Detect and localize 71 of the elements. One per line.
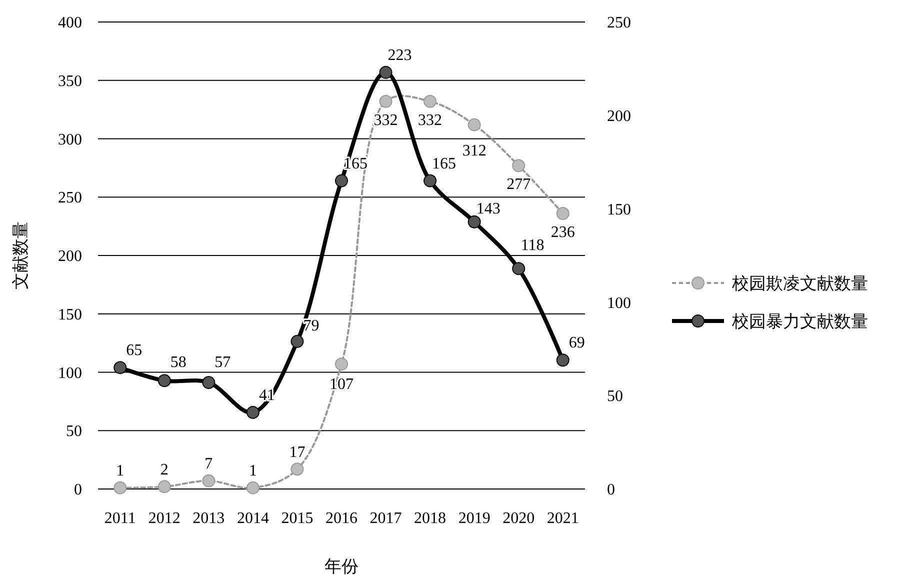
y-tick-label: 150 — [58, 306, 82, 324]
point — [202, 376, 216, 390]
point — [468, 215, 481, 228]
data-label: 332 — [418, 112, 442, 129]
x-tick-label: 2011 — [104, 510, 136, 527]
point — [158, 374, 171, 388]
point — [556, 206, 570, 220]
data-label: 1 — [116, 462, 124, 480]
point — [424, 94, 437, 108]
y2-tick-label: 50 — [607, 388, 623, 406]
point — [290, 462, 304, 476]
x-tick-label: 2015 — [281, 510, 314, 527]
y-tick-label: 400 — [58, 14, 82, 32]
legend-label: 校园暴力文献数量 — [731, 312, 868, 331]
legend-label: 校园欺凌文献数量 — [731, 274, 868, 293]
x-tick-label: 2018 — [414, 510, 446, 527]
x-tick-label: 2017 — [370, 510, 402, 527]
data-label: 236 — [550, 224, 575, 242]
x-tick-label: 2019 — [458, 510, 490, 527]
point — [158, 480, 171, 494]
data-label: 118 — [520, 237, 544, 254]
data-label: 312 — [462, 142, 486, 160]
data-label: 332 — [374, 112, 398, 129]
x-tick-label: 2014 — [236, 510, 269, 527]
data-label: 17 — [289, 444, 306, 461]
y-tick-label: 200 — [58, 248, 82, 266]
data-label: 7 — [204, 455, 213, 472]
point — [379, 94, 392, 108]
y2-tick-label: 0 — [607, 482, 615, 499]
data-label: 1 — [248, 462, 257, 480]
data-label: 277 — [506, 176, 531, 194]
y-axis-title: 文献数量 — [11, 222, 30, 290]
data-label: 165 — [432, 155, 456, 172]
point — [290, 334, 304, 348]
point — [512, 159, 526, 172]
x-tick-label: 2020 — [502, 510, 535, 527]
y-tick-label: 250 — [58, 190, 82, 207]
data-label: 58 — [170, 354, 186, 371]
y2-tick-label: 200 — [607, 108, 631, 125]
data-label: 65 — [126, 342, 142, 360]
point — [246, 481, 260, 494]
x-tick-label: 2016 — [326, 510, 358, 527]
data-label: 69 — [568, 334, 585, 352]
point — [335, 358, 348, 371]
y-tick-label: 350 — [58, 72, 82, 90]
x-axis-title: 年份 — [324, 557, 358, 575]
y-tick-label: 300 — [58, 131, 82, 148]
point — [246, 406, 260, 419]
point — [424, 174, 437, 188]
point — [114, 361, 127, 374]
data-label: 57 — [214, 354, 231, 371]
point — [202, 474, 216, 488]
x-tick-label: 2013 — [192, 510, 225, 527]
point — [468, 118, 481, 132]
point — [114, 481, 127, 494]
y2-tick-label: 100 — [607, 294, 631, 312]
y2-tick-label: 250 — [607, 14, 631, 32]
y-tick-label: 0 — [74, 482, 82, 499]
point — [556, 354, 570, 367]
data-label: 143 — [476, 200, 500, 218]
point — [379, 66, 392, 79]
x-tick-label: 2012 — [148, 510, 180, 527]
y2-tick-label: 150 — [607, 201, 631, 218]
x-tick-label: 2021 — [546, 510, 579, 527]
y-tick-label: 100 — [58, 364, 82, 382]
point — [512, 262, 526, 276]
point — [335, 174, 348, 188]
data-label: 107 — [330, 376, 354, 393]
data-label: 223 — [388, 47, 412, 64]
data-label: 2 — [160, 461, 168, 478]
y-tick-label: 50 — [66, 423, 82, 440]
